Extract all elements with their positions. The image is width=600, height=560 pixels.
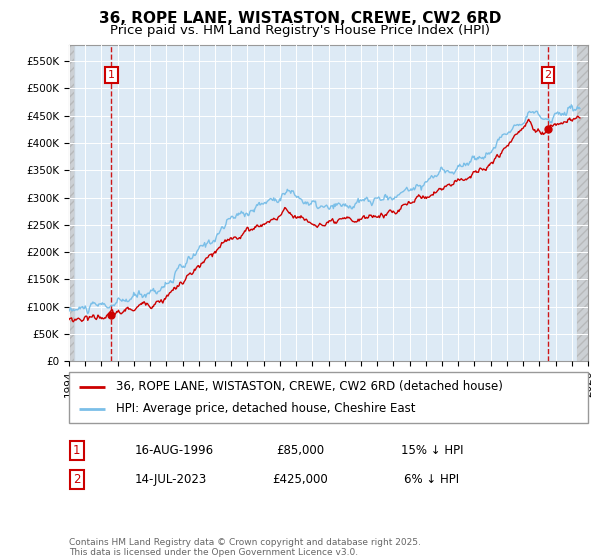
Text: 2: 2 — [545, 70, 551, 80]
Text: £85,000: £85,000 — [276, 444, 324, 458]
Text: 1: 1 — [108, 70, 115, 80]
Text: 15% ↓ HPI: 15% ↓ HPI — [401, 444, 463, 458]
Text: £425,000: £425,000 — [272, 473, 328, 487]
Text: Price paid vs. HM Land Registry's House Price Index (HPI): Price paid vs. HM Land Registry's House … — [110, 24, 490, 37]
Bar — [577, 45, 588, 361]
Text: Contains HM Land Registry data © Crown copyright and database right 2025.
This d: Contains HM Land Registry data © Crown c… — [69, 538, 421, 557]
Text: 14-JUL-2023: 14-JUL-2023 — [135, 473, 207, 487]
Text: 16-AUG-1996: 16-AUG-1996 — [135, 444, 214, 458]
Text: 6% ↓ HPI: 6% ↓ HPI — [404, 473, 460, 487]
Bar — [69, 45, 74, 361]
Text: 1: 1 — [73, 444, 80, 458]
Text: 36, ROPE LANE, WISTASTON, CREWE, CW2 6RD: 36, ROPE LANE, WISTASTON, CREWE, CW2 6RD — [99, 11, 501, 26]
Text: HPI: Average price, detached house, Cheshire East: HPI: Average price, detached house, Ches… — [116, 402, 415, 415]
FancyBboxPatch shape — [69, 372, 588, 423]
Bar — [577, 45, 588, 361]
Bar — [69, 45, 74, 361]
Text: 2: 2 — [73, 473, 80, 487]
Text: 36, ROPE LANE, WISTASTON, CREWE, CW2 6RD (detached house): 36, ROPE LANE, WISTASTON, CREWE, CW2 6RD… — [116, 380, 503, 393]
